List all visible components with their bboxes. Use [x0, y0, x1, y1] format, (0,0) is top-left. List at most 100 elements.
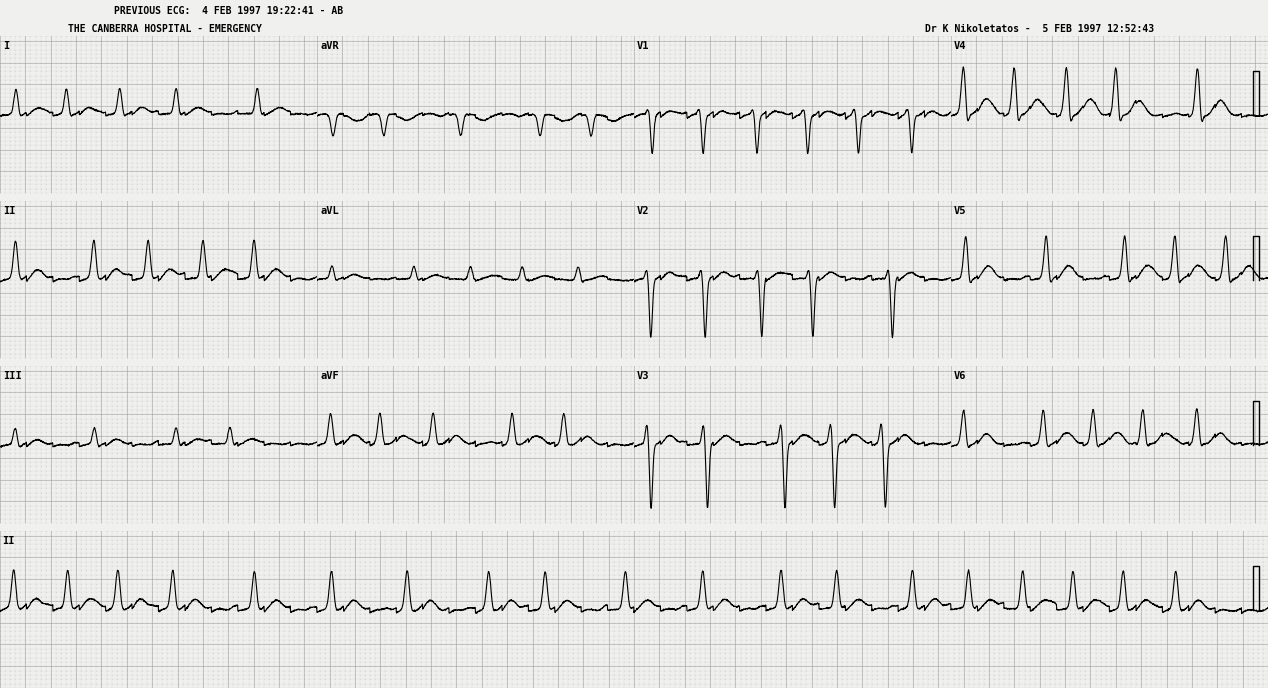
Point: [634, 217, 654, 228]
Point: [867, 517, 888, 528]
Point: [342, 53, 363, 64]
Point: [36, 127, 56, 138]
Point: [525, 53, 545, 64]
Point: [928, 283, 948, 294]
Point: [941, 487, 961, 498]
Point: [621, 166, 642, 177]
Point: [56, 656, 76, 667]
Point: [1047, 153, 1068, 164]
Point: [238, 309, 259, 320]
Point: [424, 166, 444, 177]
Point: [502, 539, 522, 550]
Point: [299, 144, 320, 155]
Point: [1063, 509, 1083, 520]
Point: [66, 226, 86, 237]
Point: [746, 322, 766, 333]
Point: [918, 604, 938, 615]
Point: [127, 639, 147, 650]
Point: [434, 327, 454, 338]
Point: [233, 162, 254, 173]
Point: [439, 100, 459, 111]
Point: [502, 565, 522, 576]
Point: [388, 166, 408, 177]
Point: [680, 574, 700, 585]
Point: [228, 61, 249, 72]
Point: [616, 48, 637, 59]
Point: [1058, 235, 1078, 246]
Point: [525, 431, 545, 442]
Point: [1154, 170, 1174, 181]
Point: [786, 452, 806, 463]
Point: [51, 643, 71, 654]
Point: [1182, 565, 1202, 576]
Point: [596, 331, 616, 342]
Point: [817, 418, 837, 429]
Point: [700, 301, 720, 312]
Point: [976, 257, 997, 268]
Point: [147, 457, 167, 468]
Point: [289, 435, 309, 446]
Point: [1022, 309, 1042, 320]
Point: [1192, 604, 1212, 615]
Point: [987, 470, 1007, 481]
Point: [61, 57, 81, 68]
Point: [41, 175, 61, 186]
Point: [464, 444, 484, 455]
Point: [550, 92, 571, 103]
Point: [459, 222, 479, 233]
Point: [690, 413, 710, 424]
Point: [520, 344, 540, 355]
Point: [259, 157, 279, 168]
Point: [198, 405, 218, 416]
Point: [593, 665, 614, 676]
Point: [685, 639, 705, 650]
Point: [857, 331, 877, 342]
Point: [1230, 365, 1250, 376]
Point: [375, 665, 396, 676]
Point: [796, 305, 817, 316]
Point: [664, 391, 685, 402]
Point: [355, 643, 375, 654]
Point: [122, 405, 142, 416]
Point: [675, 92, 695, 103]
Point: [903, 457, 923, 468]
Point: [1184, 517, 1205, 528]
Point: [822, 448, 842, 459]
Point: [898, 409, 918, 420]
Point: [786, 288, 806, 299]
Point: [715, 31, 735, 42]
Point: [342, 378, 363, 389]
Point: [817, 600, 837, 611]
Point: [76, 565, 96, 576]
Point: [383, 487, 403, 498]
Point: [730, 422, 751, 433]
Point: [233, 669, 254, 680]
Point: [857, 665, 877, 676]
Point: [766, 600, 786, 611]
Point: [152, 595, 172, 606]
Point: [626, 35, 647, 46]
Point: [269, 314, 289, 325]
Point: [213, 374, 233, 385]
Point: [188, 422, 208, 433]
Point: [426, 535, 446, 546]
Point: [1063, 96, 1083, 107]
Point: [690, 365, 710, 376]
Point: [629, 188, 649, 199]
Point: [294, 621, 314, 632]
Point: [172, 122, 193, 133]
Point: [1047, 235, 1068, 246]
Point: [327, 296, 347, 307]
Point: [847, 435, 867, 446]
Point: [309, 31, 330, 42]
Point: [644, 582, 664, 593]
Point: [439, 327, 459, 338]
Point: [1121, 656, 1141, 667]
Point: [943, 66, 964, 77]
Point: [408, 213, 429, 224]
Point: [1129, 87, 1149, 98]
Point: [872, 239, 893, 250]
Point: [61, 587, 81, 598]
Point: [1088, 374, 1108, 385]
Point: [484, 483, 505, 494]
